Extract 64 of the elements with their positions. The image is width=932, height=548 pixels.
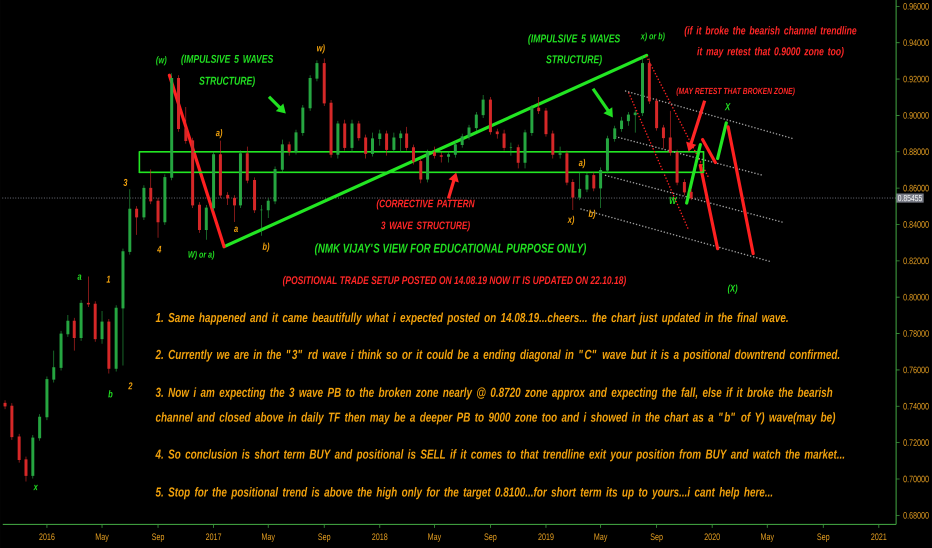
y-tick-label: 0.80000	[903, 294, 929, 300]
y-tick-label: 0.84000	[903, 220, 929, 228]
y-tick-label: 0.78000	[903, 330, 929, 337]
annotation: (X)	[728, 284, 738, 294]
annotation: a	[77, 274, 82, 280]
y-tick-label: 0.88000	[903, 148, 929, 155]
annotation: x)	[567, 216, 574, 225]
annotation: 4	[157, 246, 162, 252]
annotation: b)	[588, 210, 596, 219]
annotation: 2. Currently we are in the "3" rd wave i think so or it could be a ending diagonal in "C" wave but it is a positional downtrend confirmed.	[155, 349, 840, 362]
x-tick-label: 2016	[39, 533, 55, 540]
x-tick-label: 2019	[538, 533, 554, 540]
x-tick-label: 2018	[372, 533, 388, 540]
y-tick-label: 0.96000	[903, 2, 929, 10]
annotation: (CORRECTIVE PATTERN 3 WAVE STRUCTURE)	[376, 199, 475, 232]
annotation: (IMPULSIVE 5 WAVES STRUCTURE)	[528, 34, 620, 66]
y-tick-label: 0.82000	[903, 257, 929, 264]
x-tick-label: Sep	[152, 533, 164, 542]
x-tick-label: 2020	[704, 533, 720, 540]
x-tick-label: Sep	[650, 533, 663, 542]
annotation: (POSITIONAL TRADE SETUP POSTED ON 14.08.19 NOW IT IS UPDATED ON 22.10.18)	[282, 276, 626, 286]
annotation: (MAY RETEST THAT BROKEN ZONE)	[676, 87, 795, 96]
annotation: x) or b)	[640, 32, 665, 42]
x-tick-label: May	[594, 533, 608, 542]
ref-line-label: 0.85455	[898, 194, 922, 202]
annotation: a)	[216, 128, 222, 138]
y-tick-label: 0.94000	[903, 39, 929, 46]
annotation: (NMK VIJAY'S VIEW FOR EDUCATIONAL PURPOSE ONLY)	[314, 243, 586, 256]
annotation: a)	[578, 158, 586, 168]
x-tick-label: 2017	[206, 533, 222, 540]
annotation: (w)	[156, 56, 166, 66]
annotation: 4. So conclusion is short term BUY and positional is SELL if it comes to that trendline exit your position from BUY and watch the market...	[155, 448, 844, 462]
y-tick-label: 0.74000	[903, 402, 929, 410]
annotation: (IMPULSIVE 5 WAVES STRUCTURE)	[181, 54, 274, 87]
x-tick-label: May	[428, 533, 442, 542]
annotation: 1	[106, 276, 110, 282]
annotation: a	[234, 226, 238, 232]
x-tick-label: May	[262, 533, 275, 542]
annotation: b)	[262, 242, 270, 252]
annotation: X	[724, 102, 731, 110]
annotation: x	[33, 484, 38, 490]
x-tick-label: 2021	[871, 533, 886, 540]
x-tick-label: Sep	[817, 533, 830, 542]
annotation: (if it broke the bearish channel trendline it may retest that 0.9000 zone too)	[684, 26, 856, 58]
annotation: 5. Stop for the positional trend is above the high only for the target 0.8100...for short term its up to yours...i cant help here...	[156, 486, 772, 500]
y-tick-label: 0.70000	[903, 475, 929, 482]
y-tick-label: 0.76000	[903, 366, 929, 374]
annotation: 2	[128, 382, 132, 390]
annotation: 3. Now i am expecting the 3 wave PB to the broken zone nearly @ 0.8720 zone approx and expecting the fall, else if it broke the bearish channel and closed above in daily TF then may be a deeper PB to 9000 zone too and i showed in the chart as a "b" of Y) wave(may be)	[156, 387, 836, 424]
x-tick-label: May	[96, 533, 109, 542]
y-tick-label: 0.90000	[903, 112, 929, 119]
annotation: 3	[123, 178, 128, 186]
annotation: W	[670, 196, 678, 204]
x-tick-label: Sep	[318, 533, 330, 542]
y-tick-label: 0.86000	[903, 184, 929, 192]
annotation: 1. Same happened and it came beautifully what i expected posted on 14.08.19...cheers... the chart just updated in the final wave.	[156, 312, 788, 325]
y-tick-label: 0.72000	[903, 439, 929, 446]
y-tick-label: 0.92000	[903, 76, 929, 82]
y-tick-label: 0.68000	[903, 512, 929, 519]
annotation: W) or a)	[188, 250, 214, 260]
x-tick-label: May	[761, 533, 774, 542]
annotation: w)	[317, 44, 325, 54]
x-tick-label: Sep	[484, 533, 497, 542]
annotation: b	[108, 390, 113, 398]
